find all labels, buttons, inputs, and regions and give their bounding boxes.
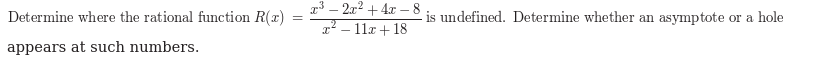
Text: $\mathrm{Determine\ where\ the\ rational\ function\ }R(x)\mathrm{\ =\ }\dfrac{x^: $\mathrm{Determine\ where\ the\ rational…: [7, 0, 785, 39]
Text: appears at such numbers.: appears at such numbers.: [7, 41, 199, 55]
